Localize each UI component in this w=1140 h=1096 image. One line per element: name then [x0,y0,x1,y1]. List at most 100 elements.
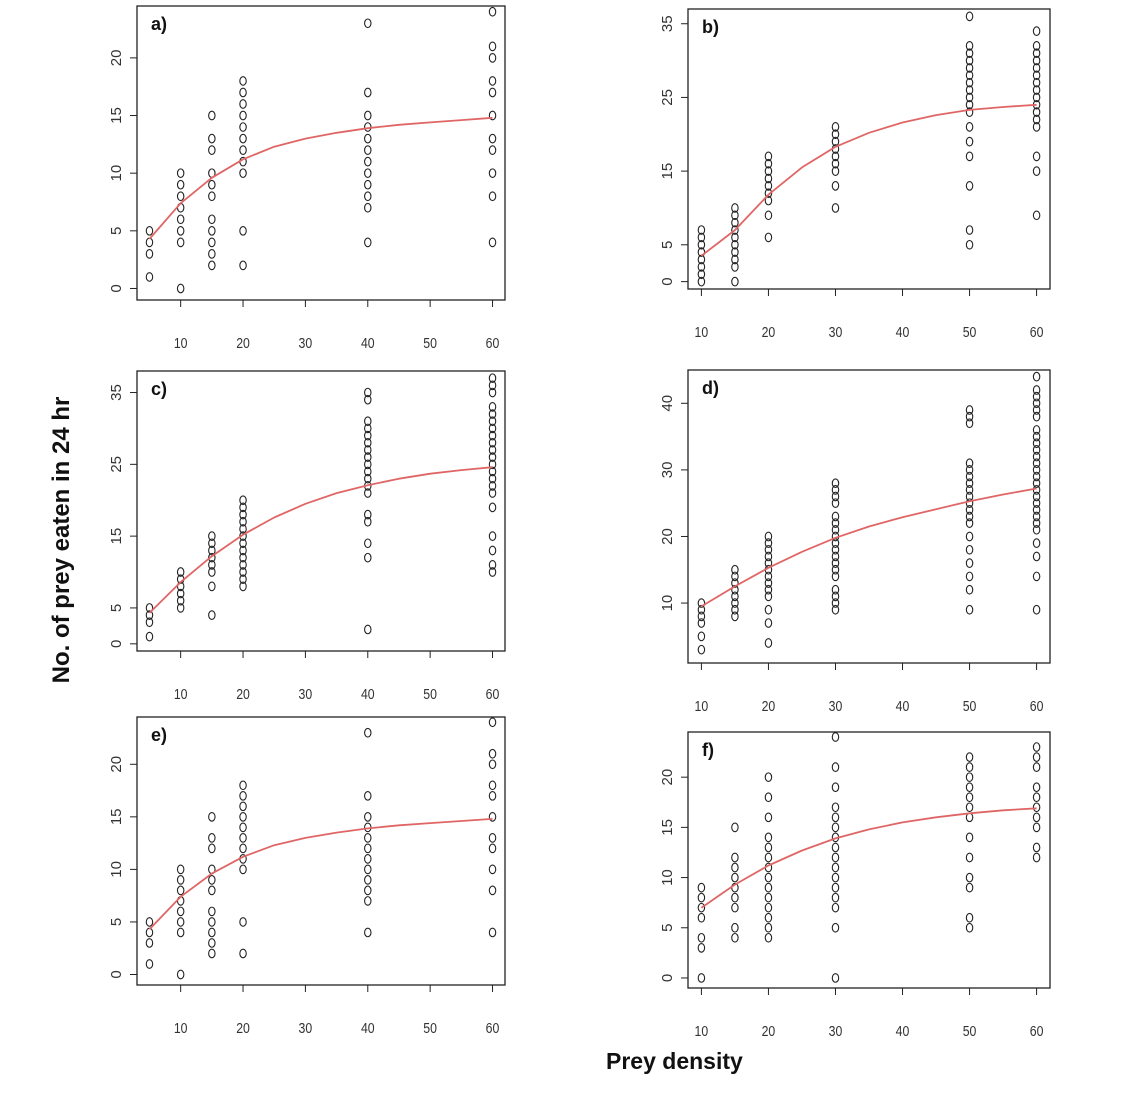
plot-frame [687,8,1051,290]
data-point [965,63,974,73]
data-point [1032,842,1041,853]
data-point [965,70,974,81]
data-point [1032,551,1041,562]
y-tick-label: 10 [108,861,125,878]
data-point [239,168,247,179]
data-point [1032,63,1041,73]
data-point [488,502,497,513]
data-point [731,591,739,602]
data-point [145,272,154,282]
data-point [965,55,974,66]
data-point [965,85,974,95]
data-point [1032,55,1041,66]
data-point [239,917,247,927]
data-point [239,567,247,577]
y-tick-label: 5 [659,241,676,249]
data-point [364,452,372,463]
data-point [831,485,840,495]
data-point [488,927,497,938]
y-tick-label: 20 [108,50,125,67]
data-point [965,239,974,250]
data-point [965,11,974,22]
data-point [145,617,154,628]
data-point [764,812,773,823]
data-point [208,237,216,248]
data-point [697,942,706,953]
plot-frame [687,369,1051,664]
data-point [488,545,497,556]
y-tick-label: 40 [659,395,676,412]
data-point [697,598,706,608]
x-tick-label: 30 [299,1020,313,1036]
data-point [208,567,216,577]
panel-e: 10 20 30 40 50 60 0 5 10 15 20 e) [108,716,506,1036]
data-point [764,544,773,555]
data-point [1032,151,1041,162]
data-point [488,481,497,491]
data-point [697,269,706,280]
data-point [488,191,497,202]
data-point [1032,371,1041,382]
data-point [965,180,974,191]
data-point [208,811,216,822]
data-point [764,173,773,184]
data-point [764,166,773,176]
y-axis-title: No. of prey eaten in 24 hr [48,396,75,684]
data-point [697,932,706,943]
data-point [831,598,840,608]
data-point [364,843,372,854]
data-point [831,558,840,568]
data-point [208,875,216,885]
data-point [965,571,974,582]
data-point [176,603,185,613]
data-point [239,552,247,563]
x-tick-label: 20 [236,1020,250,1036]
data-point [831,203,840,213]
data-point [1032,77,1041,88]
data-point [488,423,497,434]
data-point [1032,812,1041,823]
data-point [239,545,247,556]
data-point [731,852,739,863]
x-tick-label: 40 [361,1020,375,1036]
data-point [488,237,497,248]
data-point [176,191,185,202]
data-point [239,833,247,843]
data-point [488,373,497,384]
data-point [364,202,372,213]
data-point [364,133,372,144]
data-point [239,133,247,144]
data-point [364,394,372,405]
data-point [1032,604,1041,615]
x-tick-label: 10 [174,335,188,351]
data-point [831,892,840,903]
panel-a: 10 20 30 40 50 60 0 5 10 15 20 a) [108,5,506,351]
data-point [1032,852,1041,863]
data-point [488,885,497,896]
data-point [831,544,840,555]
panel-label: b) [702,17,719,37]
data-point [176,237,185,248]
data-point [831,922,840,933]
data-point [488,53,497,63]
data-point [1032,752,1041,762]
x-tick-label: 30 [829,698,843,714]
panel-label: c) [151,379,167,399]
data-point [764,792,773,803]
panel-d: 10 20 30 40 50 60 10 20 30 40 d) [659,369,1051,714]
x-axis-title: Prey density [606,1048,743,1074]
data-point [831,158,840,169]
data-point [208,545,216,556]
panel-c: 10 20 30 40 50 60 0 5 15 25 35 c) [108,370,506,702]
data-point [239,110,247,121]
data-point [239,225,247,236]
data-point [364,509,372,520]
data-point [764,852,773,863]
data-point [831,564,840,575]
data-point [965,792,974,803]
data-point [145,938,154,948]
data-point [731,611,739,622]
data-point [965,411,974,422]
data-point [364,552,372,563]
data-point [1032,538,1041,548]
